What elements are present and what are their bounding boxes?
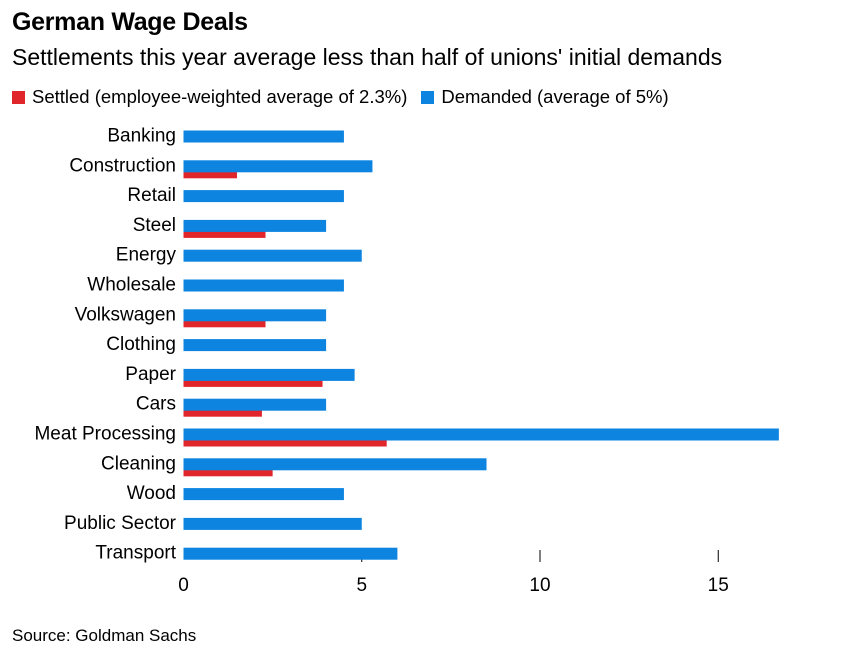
legend-swatch-settled: [12, 90, 25, 104]
bar-demanded-cleaning: [183, 458, 487, 471]
bar-demanded-meat-processing: [183, 428, 779, 441]
bar-demanded-volkswagen: [183, 309, 327, 322]
category-label-public-sector: Public Sector: [64, 513, 177, 534]
bar-demanded-construction: [183, 160, 373, 173]
x-tick-label-2: 10: [529, 575, 550, 596]
bar-demanded-banking: [183, 130, 344, 143]
bar-demanded-wholesale: [183, 279, 344, 292]
bar-demanded-clothing: [183, 339, 327, 352]
category-label-transport: Transport: [95, 543, 176, 564]
bar-demanded-steel: [183, 219, 327, 232]
y-axis: Banking Construction Retail Steel Energy Whol…: [34, 126, 176, 564]
bar-demanded-public-sector: [183, 517, 362, 530]
category-label-energy: Energy: [116, 245, 177, 266]
category-label-meat-processing: Meat Processing: [34, 424, 176, 445]
category-label-paper: Paper: [125, 364, 176, 385]
x-tick-label-0: 0: [178, 575, 189, 596]
x-tick-label-3: 15: [708, 575, 729, 596]
bar-demanded-cars: [183, 398, 327, 411]
category-label-cars: Cars: [136, 394, 176, 415]
bar-demanded-paper: [183, 368, 355, 381]
bar-demanded-transport: [183, 547, 398, 560]
category-label-retail: Retail: [127, 185, 176, 206]
chart-legend: Settled (employee-weighted average of 2.…: [12, 86, 683, 108]
bars: [183, 130, 779, 560]
category-label-wholesale: Wholesale: [87, 275, 176, 296]
source-note: Source: Goldman Sachs: [12, 626, 197, 645]
chart-title: German Wage Deals: [12, 8, 248, 36]
bar-demanded-wood: [183, 488, 344, 501]
category-label-steel: Steel: [133, 215, 176, 236]
legend-swatch-demanded: [421, 90, 435, 104]
x-tick-label-1: 5: [356, 575, 367, 596]
bar-demanded-retail: [183, 190, 344, 203]
bar-demanded-energy: [183, 249, 362, 262]
legend-item-demanded: Demanded (average of 5%): [421, 86, 669, 108]
category-label-wood: Wood: [127, 483, 176, 504]
category-label-cleaning: Cleaning: [101, 453, 176, 474]
legend-label-demanded: Demanded (average of 5%): [441, 86, 669, 107]
category-label-volkswagen: Volkswagen: [75, 304, 176, 325]
category-label-banking: Banking: [107, 126, 176, 147]
legend-label-settled: Settled (employee-weighted average of 2.…: [32, 86, 408, 107]
chart-subtitle: Settlements this year average less than …: [12, 44, 723, 70]
category-label-construction: Construction: [69, 155, 176, 176]
category-label-clothing: Clothing: [106, 334, 176, 355]
legend-item-settled: Settled (employee-weighted average of 2.…: [12, 86, 407, 108]
